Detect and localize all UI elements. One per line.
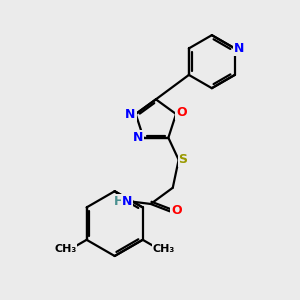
Text: O: O xyxy=(176,106,187,119)
Text: S: S xyxy=(178,153,188,166)
Text: N: N xyxy=(125,107,136,121)
Text: N: N xyxy=(234,42,244,55)
Text: N: N xyxy=(133,131,143,144)
Text: CH₃: CH₃ xyxy=(54,244,76,254)
Text: N: N xyxy=(122,194,132,208)
Text: CH₃: CH₃ xyxy=(153,244,175,254)
Text: O: O xyxy=(171,204,181,217)
Text: H: H xyxy=(114,194,124,208)
